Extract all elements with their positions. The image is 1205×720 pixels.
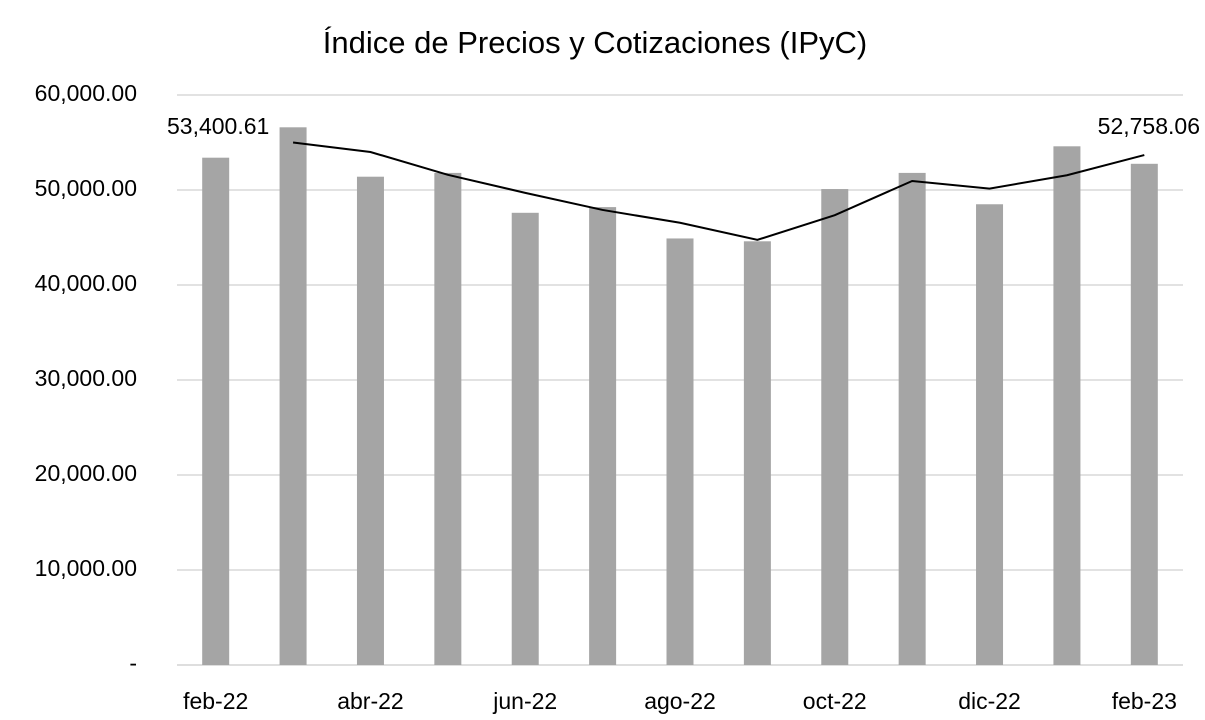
y-tick-label: 60,000.00 <box>35 80 137 106</box>
data-label: 52,758.06 <box>1098 113 1200 139</box>
bar <box>356 176 384 665</box>
x-tick-label: abr-22 <box>337 688 403 714</box>
bar <box>202 157 230 665</box>
bar <box>1053 146 1081 666</box>
chart-title: Índice de Precios y Cotizaciones (IPyC) <box>323 25 867 60</box>
y-tick-label: 40,000.00 <box>35 270 137 296</box>
bar <box>743 241 771 666</box>
x-tick-label: dic-22 <box>958 688 1021 714</box>
y-tick-label: 20,000.00 <box>35 460 137 486</box>
bar <box>898 172 926 665</box>
line <box>292 141 1145 241</box>
x-tick-label: ago-22 <box>644 688 716 714</box>
bar <box>821 189 849 666</box>
y-tick-label: 50,000.00 <box>35 175 137 201</box>
x-tick-label: jun-22 <box>492 688 557 714</box>
y-tick-label: 10,000.00 <box>35 555 137 581</box>
x-tick-label: feb-23 <box>1112 688 1177 714</box>
x-tick-label: feb-22 <box>183 688 248 714</box>
bar <box>589 207 617 665</box>
bar <box>1130 163 1158 665</box>
bar <box>434 172 462 665</box>
bar <box>279 127 307 666</box>
bar <box>511 212 539 666</box>
y-tick-label: - <box>129 650 137 676</box>
data-label: 53,400.61 <box>167 113 269 139</box>
bar <box>666 238 694 665</box>
bar <box>976 204 1004 665</box>
x-tick-label: oct-22 <box>803 688 867 714</box>
y-tick-label: 30,000.00 <box>35 365 137 391</box>
